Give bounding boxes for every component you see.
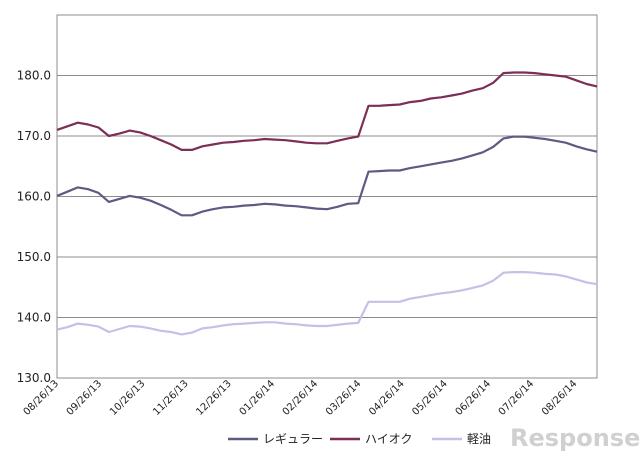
y-axis-ticks: 130.0 140.0 150.0 160.0 170.0 180.0 bbox=[17, 69, 51, 386]
x-tick-label: 03/26/14 bbox=[324, 378, 364, 418]
watermark-logo: Response. bbox=[510, 424, 640, 452]
legend: レギュラー ハイオク 軽油 bbox=[228, 432, 491, 446]
y-tick-label: 130.0 bbox=[17, 371, 51, 385]
x-tick-label: 05/26/14 bbox=[410, 378, 450, 418]
y-tick-label: 160.0 bbox=[17, 190, 51, 204]
x-tick-label: 07/26/14 bbox=[497, 378, 537, 418]
watermark-text: Response. bbox=[510, 424, 640, 452]
series-line-2 bbox=[56, 71, 598, 151]
y-tick-label: 180.0 bbox=[17, 69, 51, 83]
x-tick-label: 08/26/14 bbox=[540, 378, 580, 418]
x-tick-label: 06/26/14 bbox=[454, 378, 494, 418]
x-tick-label: 04/26/14 bbox=[367, 378, 407, 418]
x-tick-label: 10/26/13 bbox=[108, 378, 148, 418]
y-tick-label: 170.0 bbox=[17, 129, 51, 143]
legend-label: レギュラー bbox=[263, 432, 323, 446]
x-tick-label: 01/26/14 bbox=[238, 378, 278, 418]
x-tick-label: 11/26/13 bbox=[151, 378, 191, 418]
series-lines bbox=[56, 71, 598, 336]
x-tick-label: 09/26/13 bbox=[65, 378, 105, 418]
x-tick-label: 02/26/14 bbox=[281, 378, 321, 418]
series-line-3 bbox=[56, 271, 598, 336]
legend-label: ハイオク bbox=[365, 432, 413, 446]
y-tick-label: 140.0 bbox=[17, 311, 51, 325]
series-line-1 bbox=[56, 135, 598, 217]
plot-area bbox=[56, 14, 598, 379]
legend-label: 軽油 bbox=[467, 432, 491, 446]
y-tick-label: 150.0 bbox=[17, 250, 51, 264]
x-tick-label: 12/26/13 bbox=[194, 378, 234, 418]
x-axis-ticks: 08/26/13 09/26/13 10/26/13 11/26/13 12/26/13… bbox=[22, 378, 580, 418]
